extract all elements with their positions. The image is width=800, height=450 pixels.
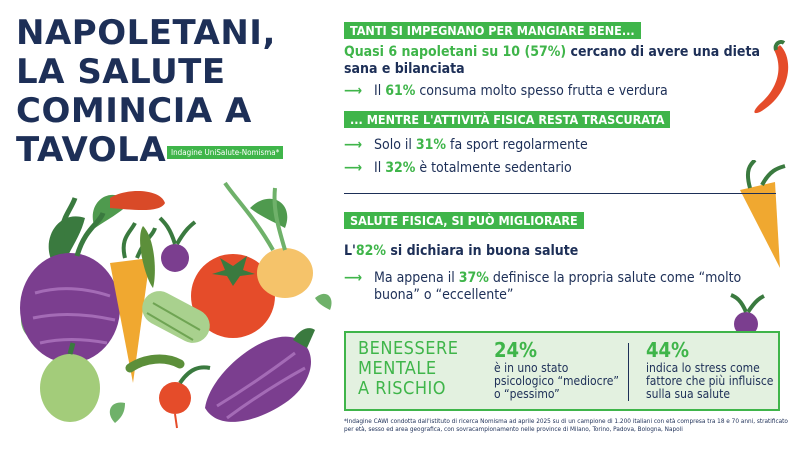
lead-diet-highlight: Quasi 6 napoletani su 10 (57%) (344, 44, 567, 60)
onion-icon (257, 248, 313, 298)
lead-diet: Quasi 6 napoletani su 10 (57%) cercano d… (344, 44, 774, 78)
banner-physical-health: SALUTE FISICA, SI PUÒ MIGLIORARE (344, 212, 584, 229)
mental-wellbeing-box: BENESSERE MENTALE A RISCHIO 24% è in uno… (344, 331, 780, 411)
bullet-sedentary: ⟶ Il 32% è totalmente sedentario (344, 160, 764, 177)
stat-text: è in uno stato psicologico “mediocre” o … (494, 361, 619, 401)
title-line-4: TAVOLA (16, 130, 167, 170)
red-radish-icon (159, 382, 191, 414)
beet-icon (20, 253, 120, 363)
arrow-icon: ⟶ (344, 137, 363, 153)
arrow-icon: ⟶ (344, 270, 363, 286)
stat-separator (628, 343, 629, 401)
page-title: NAPOLETANI, LA SALUTE COMINCIA A TAVOLA (16, 14, 316, 170)
stat-text: indica lo stress come fattore che più in… (646, 361, 774, 401)
red-pepper-icon (110, 191, 165, 211)
stat-value: 24% (494, 338, 538, 362)
footnote: *Indagine CAWI condotta dall'istituto di… (344, 417, 788, 433)
chili-pepper-icon (754, 40, 789, 114)
banner-physical-activity: ... MENTRE L'ATTIVITÀ FISICA RESTA TRASC… (344, 111, 671, 128)
radish-right-icon (730, 293, 765, 336)
bullet-text: Il 61% consuma molto spesso frutta e ver… (374, 83, 668, 99)
carrot-icon (110, 258, 150, 383)
title-line-1: NAPOLETANI, (16, 13, 276, 53)
mental-wellbeing-title: BENESSERE MENTALE A RISCHIO (358, 338, 459, 399)
vegetables-illustration (20, 181, 332, 429)
title-line-3: COMINCIA A (16, 91, 252, 131)
green-pepper-icon (40, 354, 100, 422)
stat-psychological: 24% è in uno stato psicologico “mediocre… (494, 338, 624, 401)
tomato-icon (191, 254, 275, 338)
radish-icon (161, 244, 189, 272)
lead-diet-text: cercano di avere una dieta sana e bilanc… (344, 44, 760, 77)
carrot-right-icon (740, 160, 786, 268)
title-line-2: LA SALUTE (16, 52, 226, 92)
arrow-icon: ⟶ (344, 83, 363, 99)
bullet-sport: ⟶ Solo il 31% fa sport regolarmente (344, 137, 764, 154)
bullet-text: Solo il 31% fa sport regolarmente (374, 137, 588, 153)
banner-eating-well: TANTI SI IMPEGNANO PER MANGIARE BENE... (344, 22, 641, 39)
bullet-text: Il 32% è totalmente sedentario (374, 160, 572, 176)
survey-tag: Indagine UniSalute-Nomisma* (167, 146, 284, 159)
arrow-icon: ⟶ (344, 160, 363, 176)
bullet-excellent-health: ⟶ Ma appena il 37% definisce la propria … (344, 270, 764, 304)
bullet-text: Ma appena il 37% definisce la propria sa… (374, 270, 742, 303)
lead-good-health: L'82% si dichiara in buona salute (344, 243, 579, 259)
stat-stress: 44% indica lo stress come fattore che pi… (646, 338, 776, 401)
section-divider (344, 193, 776, 194)
bullet-fruit-veg: ⟶ Il 61% consuma molto spesso frutta e v… (344, 83, 764, 100)
stat-value: 44% (646, 338, 690, 362)
